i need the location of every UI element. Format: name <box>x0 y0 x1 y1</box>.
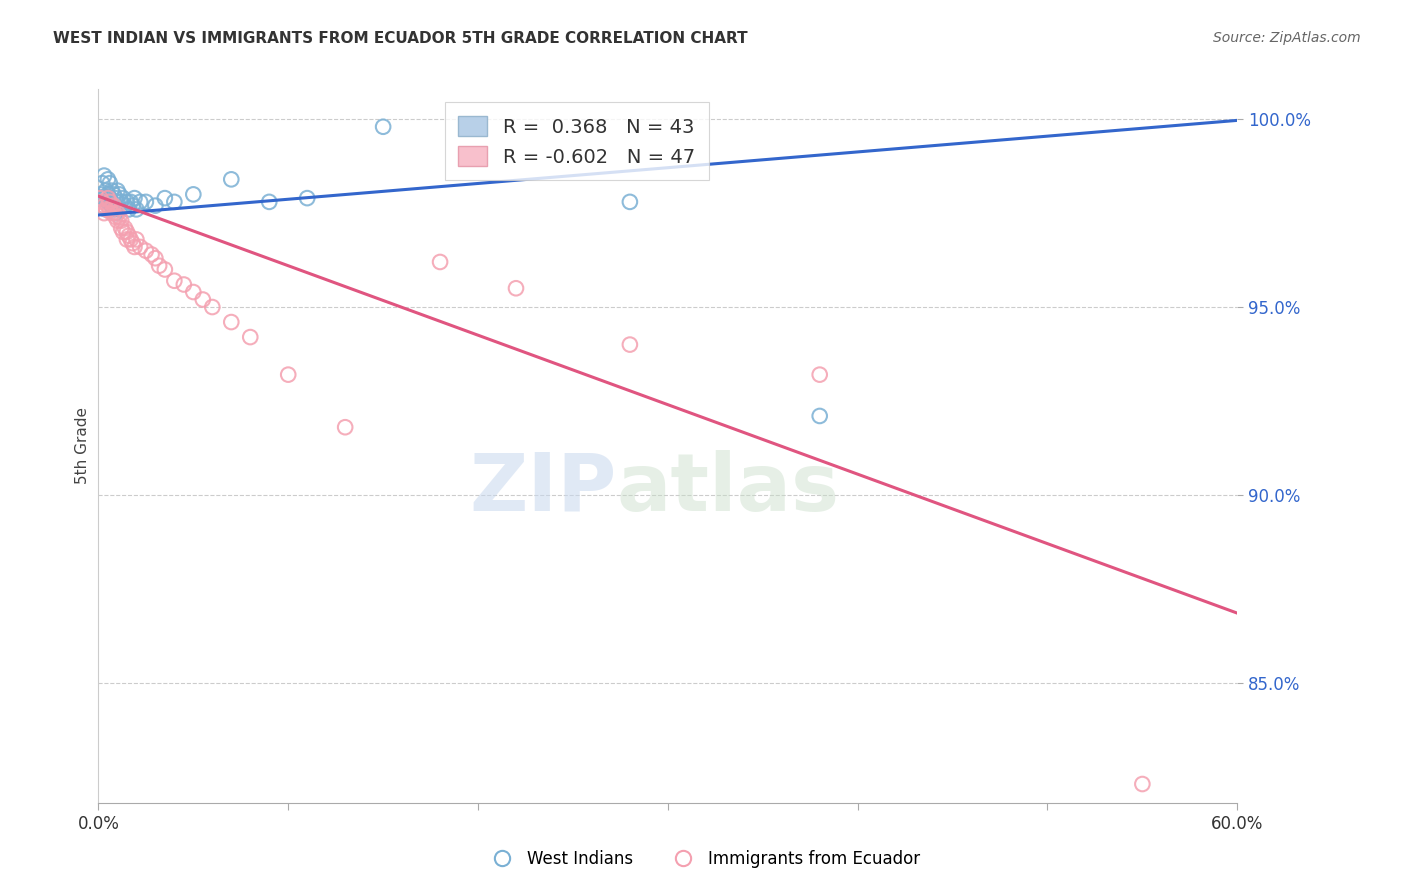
Point <box>163 194 186 209</box>
Point <box>89 187 111 202</box>
Point <box>91 176 114 190</box>
Point <box>135 244 157 258</box>
Point <box>94 184 117 198</box>
Point <box>108 210 131 224</box>
Point <box>125 232 148 246</box>
Point <box>93 199 115 213</box>
Point <box>505 281 527 295</box>
Point <box>114 221 136 235</box>
Point <box>103 199 125 213</box>
Point <box>124 191 146 205</box>
Point <box>93 169 115 183</box>
Point <box>1132 777 1154 791</box>
Point <box>808 409 831 423</box>
Point <box>97 187 120 202</box>
Point <box>100 184 122 198</box>
Point <box>335 420 357 434</box>
Point <box>93 191 115 205</box>
Point <box>98 202 121 217</box>
Point <box>120 194 142 209</box>
Point <box>91 194 114 209</box>
Point <box>239 330 262 344</box>
Text: atlas: atlas <box>617 450 839 528</box>
Point <box>112 191 135 205</box>
Point <box>108 202 131 217</box>
Point <box>153 191 176 205</box>
Point <box>121 199 143 213</box>
Point <box>183 285 205 299</box>
Point <box>110 194 132 209</box>
Point <box>112 225 135 239</box>
Point <box>98 176 121 190</box>
Point <box>118 228 141 243</box>
Point <box>145 199 167 213</box>
Point <box>107 206 129 220</box>
Point <box>103 206 125 220</box>
Point <box>619 194 641 209</box>
Point <box>163 274 186 288</box>
Point <box>619 337 641 351</box>
Point <box>808 368 831 382</box>
Point <box>259 194 281 209</box>
Point <box>107 184 129 198</box>
Point <box>89 191 111 205</box>
Point <box>125 202 148 217</box>
Point <box>148 259 170 273</box>
Point <box>429 255 451 269</box>
Point <box>145 251 167 265</box>
Point <box>104 206 127 220</box>
Point <box>191 293 214 307</box>
Point <box>129 194 152 209</box>
Point <box>173 277 195 292</box>
Point <box>100 206 122 220</box>
Point <box>277 368 299 382</box>
Point <box>108 187 131 202</box>
Text: Source: ZipAtlas.com: Source: ZipAtlas.com <box>1213 31 1361 45</box>
Point <box>153 262 176 277</box>
Point <box>118 202 141 217</box>
Point <box>124 240 146 254</box>
Legend: West Indians, Immigrants from Ecuador: West Indians, Immigrants from Ecuador <box>479 844 927 875</box>
Point <box>103 187 125 202</box>
Point <box>201 300 224 314</box>
Y-axis label: 5th Grade: 5th Grade <box>75 408 90 484</box>
Point <box>98 191 121 205</box>
Point <box>121 236 143 251</box>
Point <box>129 240 152 254</box>
Point <box>98 194 121 209</box>
Point <box>115 232 138 246</box>
Point <box>94 202 117 217</box>
Point <box>107 213 129 227</box>
Text: ZIP: ZIP <box>470 450 617 528</box>
Point <box>120 232 142 246</box>
Point <box>104 210 127 224</box>
Point <box>110 213 132 227</box>
Point <box>371 120 394 134</box>
Point <box>114 199 136 213</box>
Point <box>100 199 122 213</box>
Point <box>115 194 138 209</box>
Legend: R =  0.368   N = 43, R = -0.602   N = 47: R = 0.368 N = 43, R = -0.602 N = 47 <box>444 103 709 180</box>
Point <box>93 206 115 220</box>
Point <box>104 191 127 205</box>
Point <box>97 194 120 209</box>
Point <box>141 247 163 261</box>
Point <box>110 221 132 235</box>
Point <box>91 199 114 213</box>
Point <box>94 202 117 217</box>
Point <box>183 187 205 202</box>
Point <box>97 191 120 205</box>
Point <box>115 225 138 239</box>
Point <box>97 199 120 213</box>
Point <box>297 191 319 205</box>
Point <box>97 172 120 186</box>
Point <box>135 194 157 209</box>
Point <box>221 315 243 329</box>
Text: WEST INDIAN VS IMMIGRANTS FROM ECUADOR 5TH GRADE CORRELATION CHART: WEST INDIAN VS IMMIGRANTS FROM ECUADOR 5… <box>53 31 748 46</box>
Point <box>103 202 125 217</box>
Point <box>107 194 129 209</box>
Point <box>221 172 243 186</box>
